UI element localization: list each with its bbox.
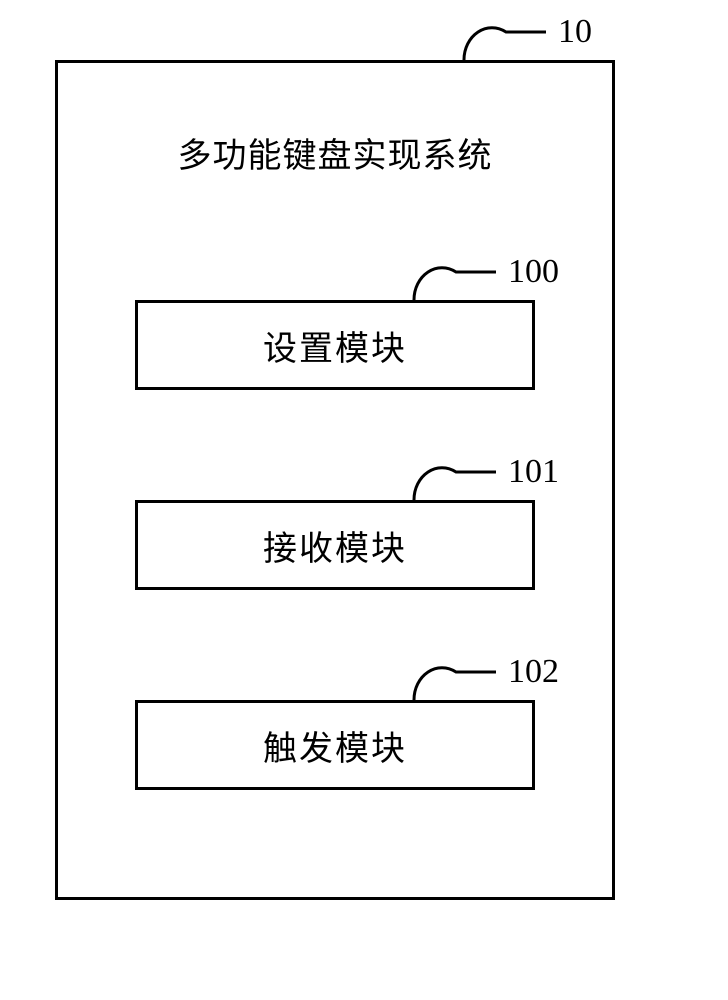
label-100: 100 bbox=[508, 253, 559, 291]
module-trigger-label: 触发模块 bbox=[263, 721, 407, 770]
label-10: 10 bbox=[558, 13, 592, 51]
label-102: 102 bbox=[508, 653, 559, 691]
label-101: 101 bbox=[508, 453, 559, 491]
system-title: 多功能键盘实现系统 bbox=[58, 128, 612, 177]
module-settings-label: 设置模块 bbox=[263, 321, 407, 370]
module-receive-label: 接收模块 bbox=[263, 521, 407, 570]
diagram-canvas: 多功能键盘实现系统 10 设置模块 100 接收模块 101 触发模块 102 bbox=[0, 0, 728, 1000]
